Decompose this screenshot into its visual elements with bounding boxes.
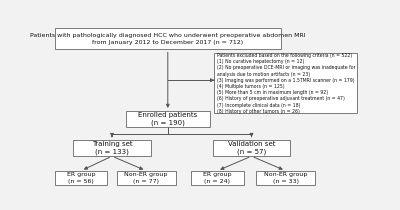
FancyBboxPatch shape [213,140,290,156]
FancyBboxPatch shape [73,140,151,156]
FancyBboxPatch shape [191,171,244,185]
FancyBboxPatch shape [214,54,357,113]
FancyBboxPatch shape [117,171,176,185]
FancyBboxPatch shape [55,171,107,185]
Text: ER group
(n = 56): ER group (n = 56) [67,172,95,184]
Text: Patients with pathologically diagnosed HCC who underwent preoperative abdomen MR: Patients with pathologically diagnosed H… [30,33,306,45]
FancyBboxPatch shape [126,111,210,127]
Text: Training set
(n = 133): Training set (n = 133) [92,141,132,155]
Text: Validation set
(n = 57): Validation set (n = 57) [228,141,275,155]
FancyBboxPatch shape [55,28,281,49]
Text: Non-ER group
(n = 33): Non-ER group (n = 33) [264,172,307,184]
Text: ER group
(n = 24): ER group (n = 24) [203,172,232,184]
Text: Patients excluded based on the following criteria (n = 522)
(1) No curative hepa: Patients excluded based on the following… [218,53,356,114]
Text: Non-ER group
(n = 77): Non-ER group (n = 77) [124,172,168,184]
FancyBboxPatch shape [256,171,315,185]
Text: Enrolled patients
(n = 190): Enrolled patients (n = 190) [138,112,198,126]
